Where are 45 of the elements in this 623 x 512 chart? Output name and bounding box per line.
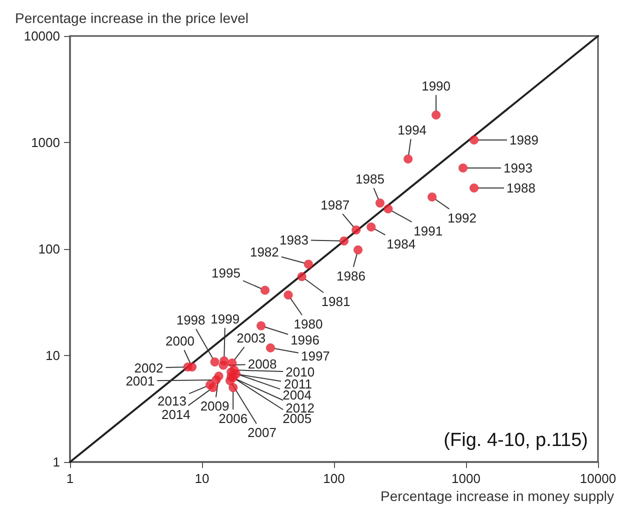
y-tick-label: 1: [52, 454, 60, 470]
annotation: 2013: [158, 393, 186, 408]
annotation: 1999: [210, 311, 240, 326]
annotation: 1991: [414, 223, 443, 238]
x-tick-label: 1000: [452, 471, 480, 486]
y-tick-label: 10: [46, 348, 60, 363]
annotation: 1996: [290, 332, 320, 348]
annotation: 2001: [126, 373, 155, 388]
annotation: 2008: [248, 356, 277, 372]
annotation: 1982: [250, 244, 279, 260]
annotation: (Fig. 4-10, p.115): [444, 430, 588, 451]
annotation: 1992: [448, 210, 476, 226]
annotation: 1994: [398, 122, 427, 138]
annotation: 2003: [236, 330, 266, 346]
annotation: 1997: [300, 348, 330, 364]
x-tick-label: 1: [66, 471, 74, 486]
annotation: 1988: [506, 180, 536, 196]
annotation: 1984: [386, 236, 416, 252]
x-tick-label: 10: [194, 471, 210, 486]
annotation: 2002: [134, 360, 164, 376]
annotation: 1981: [321, 294, 350, 310]
annotation: 1980: [294, 316, 323, 332]
y-tick-label: 100: [38, 242, 60, 256]
annotation: 1986: [336, 268, 366, 284]
x-tick-label: 10000: [580, 471, 616, 486]
annotation: 2009: [200, 398, 230, 414]
annotation: 1983: [280, 232, 308, 248]
y-axis-title: Percentage increase in the price level: [15, 10, 248, 26]
annotation: 1985: [356, 172, 384, 187]
x-tick-label: 100: [323, 471, 345, 486]
annotation: 1989: [510, 132, 538, 148]
y-tick-label: 1000: [31, 135, 60, 150]
y-tick-label: 10000: [24, 28, 60, 44]
annotation: 2004: [282, 387, 312, 402]
annotation: 2006: [218, 411, 248, 426]
x-axis-title: Percentage increase in money supply: [380, 488, 614, 504]
annotation: 1995: [212, 266, 240, 281]
annotation: 2000: [166, 333, 194, 348]
annotation: 2007: [248, 425, 276, 440]
annotation: 2014: [161, 407, 190, 422]
annotation: 1998: [176, 312, 206, 328]
annotation: 1987: [320, 197, 350, 212]
annotation: 1993: [504, 160, 532, 176]
annotation: 1990: [422, 78, 451, 94]
annotation: 2010: [286, 364, 315, 380]
